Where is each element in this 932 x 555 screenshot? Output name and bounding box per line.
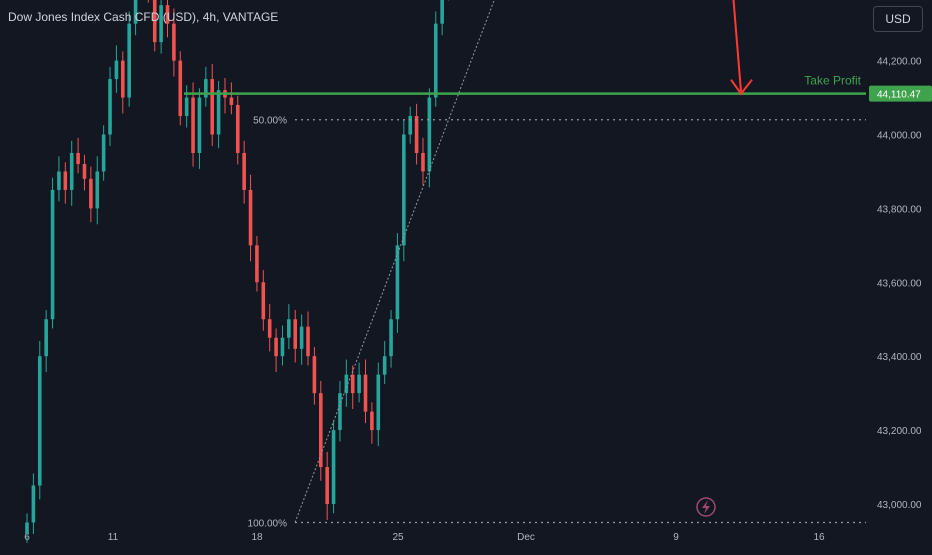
y-tick-label: 44,000.00 (877, 131, 922, 142)
candle-body (44, 319, 48, 357)
y-tick-label: 44,200.00 (877, 57, 922, 68)
lightning-icon-glyph (702, 500, 710, 514)
candle-body (69, 152, 74, 190)
candle-body (191, 97, 195, 153)
candle-body (261, 282, 266, 320)
candle-body (204, 79, 208, 98)
take-profit-badge (869, 85, 932, 102)
lightning-icon[interactable] (696, 497, 716, 517)
fib-level-label: 100.00% (248, 518, 288, 529)
candle-body (197, 97, 202, 153)
target-arrow (732, 0, 742, 92)
candle-body (325, 467, 329, 504)
candle-body (389, 319, 393, 357)
candle-body (363, 374, 368, 412)
take-profit-badge-text: 44,110.47 (877, 90, 921, 101)
chart-title: Dow Jones Index Cash CFD (USD), 4h, VANT… (8, 10, 279, 24)
candle-body (229, 97, 234, 105)
candle-body (121, 60, 125, 98)
x-tick-label: 18 (251, 532, 263, 543)
candle-body (172, 23, 176, 61)
candle-body (287, 319, 291, 338)
candle-body (82, 164, 87, 179)
candle-body (395, 245, 400, 320)
candle-body (382, 356, 387, 375)
candle-body (344, 374, 349, 394)
y-tick-label: 43,800.00 (877, 204, 922, 215)
y-tick-label: 43,600.00 (877, 278, 922, 289)
fib-level-label: 50.00% (253, 116, 287, 127)
candle-body (293, 319, 298, 349)
candle-body (165, 5, 170, 24)
candle-body (299, 326, 304, 349)
candle-body (89, 178, 93, 209)
take-profit-label: Take Profit (804, 74, 861, 88)
candle-body (248, 189, 253, 246)
candle-body (306, 326, 310, 357)
candle-body (57, 171, 61, 190)
candle-body (184, 97, 189, 117)
candle-body (440, 0, 444, 24)
candle-body (433, 23, 438, 98)
candle-body (274, 337, 278, 357)
candle-body (312, 356, 317, 394)
currency-button[interactable]: USD (873, 6, 923, 32)
target-arrow-head (730, 79, 753, 96)
x-tick-label: 16 (813, 532, 825, 543)
candle-body (127, 23, 131, 98)
candle-body (255, 245, 259, 283)
x-tick-label: Dec (517, 532, 535, 543)
candle-body (427, 97, 432, 172)
candle-body (376, 374, 381, 431)
candle-body (152, 0, 157, 43)
candle-body (350, 374, 355, 394)
candle-body (216, 90, 221, 135)
candle-body (414, 116, 419, 153)
candle-body (235, 104, 240, 153)
y-tick-label: 43,000.00 (877, 500, 922, 511)
candle-body (357, 374, 361, 394)
x-tick-label: 25 (392, 532, 404, 543)
candle-body (408, 116, 413, 135)
candle-body (159, 5, 163, 43)
x-tick-label: 11 (108, 532, 119, 543)
candle-body (402, 134, 406, 246)
candle-body (338, 393, 342, 431)
candle-body (421, 152, 425, 172)
candle-body (114, 60, 119, 80)
candle-body (370, 411, 374, 431)
candle-body (101, 134, 106, 172)
candle-body (63, 171, 68, 190)
candle-body (280, 337, 285, 357)
candle-body (76, 152, 80, 165)
y-tick-label: 43,200.00 (877, 426, 922, 437)
candle-body (267, 319, 272, 338)
fib-trend-line (294, 0, 495, 523)
candle-body (50, 189, 55, 320)
candle-body (242, 152, 246, 190)
candle-body (95, 171, 100, 209)
candle-body (25, 522, 29, 534)
candle-body (37, 356, 42, 486)
x-tick-label: 9 (673, 532, 679, 543)
candle-body (108, 79, 112, 135)
candle-body (31, 485, 36, 523)
y-tick-label: 43,400.00 (877, 352, 922, 363)
candle-body (210, 79, 215, 135)
candle-body (318, 393, 323, 468)
candle-body (331, 430, 336, 504)
candle-body (133, 0, 138, 24)
candle-body (178, 60, 183, 117)
